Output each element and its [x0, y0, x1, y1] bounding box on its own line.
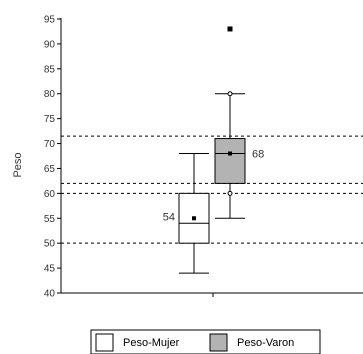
reference-lines — [61, 135, 363, 244]
y-tick-label-75: 75 — [44, 114, 56, 125]
boxplot-varon: 68 — [214, 26, 264, 219]
legend-frame — [90, 329, 321, 354]
mean-marker-varon — [228, 151, 232, 156]
y-tick-label-70: 70 — [44, 139, 56, 150]
y-tick-label-55: 55 — [44, 214, 56, 225]
extreme-outlier-varon-0 — [227, 26, 233, 32]
boxes: 54 68 — [163, 26, 264, 274]
y-tick-label-65: 65 — [44, 164, 56, 175]
y-axis-label: Peso — [12, 152, 24, 177]
axes: 40 45 50 55 60 65 70 75 80 85 90 95 — [44, 15, 363, 300]
y-tick-label-85: 85 — [44, 64, 56, 75]
y-tick-label-45: 45 — [44, 264, 56, 275]
legend-label-varon: Peso-Varon — [237, 337, 294, 349]
median-label-mujer: 54 — [163, 211, 175, 223]
mean-marker-mujer — [192, 216, 196, 221]
y-tick-label-80: 80 — [44, 89, 56, 100]
y-tick-label-40: 40 — [44, 289, 56, 300]
y-tick-label-60: 60 — [44, 189, 56, 200]
y-tick-label-95: 95 — [44, 15, 56, 26]
legend: Peso-Mujer Peso-Varon — [90, 329, 321, 354]
y-tick-label-50: 50 — [44, 239, 56, 250]
median-label-varon: 68 — [252, 149, 264, 161]
legend-swatch-varon — [209, 333, 228, 352]
boxplot-mujer: 54 — [163, 153, 210, 274]
legend-label-mujer: Peso-Mujer — [123, 337, 180, 349]
mild-outlier-varon-0 — [227, 190, 233, 196]
mild-outlier-varon-1 — [227, 91, 233, 97]
y-tick-label-90: 90 — [44, 39, 56, 50]
legend-swatch-mujer — [95, 333, 114, 352]
box-varon — [214, 138, 246, 184]
